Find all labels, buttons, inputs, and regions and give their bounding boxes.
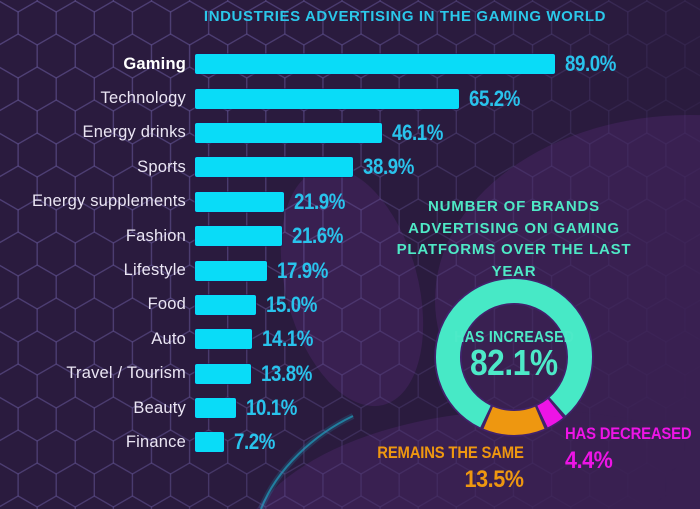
bar-row: Technology 65.2% — [0, 81, 700, 115]
bar — [195, 398, 236, 419]
bar-row: Fashion 21.6% — [0, 219, 700, 253]
bar-value-label: 46.1% — [391, 119, 443, 145]
bar-category-label: Food — [147, 295, 186, 314]
bar-row: Beauty 10.1% — [0, 391, 700, 425]
bar-row: Sports 38.9% — [0, 150, 700, 184]
bar — [195, 260, 268, 281]
bar-value-label: 14.1% — [262, 326, 314, 352]
donut-title-line: PLATFORMS OVER THE LAST YEAR — [396, 241, 632, 280]
bar-category-label: Auto — [151, 329, 186, 348]
donut-slice-has-decreased — [537, 398, 563, 428]
bar-category-label: Travel / Tourism — [66, 364, 186, 383]
bar-value-label: 15.0% — [265, 291, 317, 317]
bar-chart: Gaming 89.0% Technology 65.2% Energy drinks 4… — [0, 47, 700, 460]
caption-remains-label: REMAINS THE SAME — [377, 444, 525, 462]
bar-value-label: 21.9% — [293, 188, 345, 214]
bar — [195, 54, 556, 75]
bar-row: Auto 14.1% — [0, 322, 700, 356]
bar — [195, 226, 283, 247]
bar-row: Energy supplements 21.9% — [0, 185, 700, 219]
donut-chart: HAS INCREASED 82.1% — [429, 272, 599, 442]
bar-category-label: Energy supplements — [31, 192, 186, 211]
bar — [195, 88, 460, 109]
bar-category-label: Beauty — [133, 398, 186, 417]
bar-value-label: 21.6% — [292, 223, 344, 249]
bar-value-label: 17.9% — [277, 257, 329, 283]
bar-value-label: 7.2% — [234, 429, 276, 455]
caption-remains-value: 13.5% — [464, 466, 524, 493]
bar — [195, 191, 284, 212]
bar — [195, 294, 256, 315]
bar-category-label: Fashion — [125, 226, 186, 245]
bar-value-label: 38.9% — [362, 154, 414, 180]
bar-category-label: Lifestyle — [123, 261, 186, 280]
donut-slice-has-increased — [436, 279, 592, 428]
bar — [195, 122, 382, 143]
bar-row: Energy drinks 46.1% — [0, 116, 700, 150]
bar-value-label: 89.0% — [565, 51, 617, 77]
bar-category-label: Sports — [137, 157, 186, 176]
bar-row: Gaming 89.0% — [0, 47, 700, 81]
main-title: INDUSTRIES ADVERTISING IN THE GAMING WOR… — [203, 8, 607, 25]
bar-category-label: Gaming — [123, 54, 186, 73]
blob-edge-line — [260, 415, 354, 509]
bar — [195, 432, 225, 453]
donut-ring — [434, 277, 594, 437]
donut-center-value: 82.1% — [470, 342, 558, 383]
caption-decreased-label: HAS DECREASED — [565, 425, 692, 443]
caption-decreased-value: 4.4% — [565, 447, 613, 474]
bar-category-label: Finance — [125, 432, 186, 451]
bar-row: Travel / Tourism 13.8% — [0, 357, 700, 391]
caption-remains-the-same: REMAINS THE SAME 13.5% — [346, 444, 525, 494]
donut-center-label: HAS INCREASED — [453, 329, 575, 346]
donut-slice-remains-the-same — [483, 406, 545, 435]
bar-row: Lifestyle 17.9% — [0, 253, 700, 287]
donut-title-line: ADVERTISING ON GAMING — [408, 219, 620, 237]
bar-category-label: Energy drinks — [82, 123, 186, 142]
bar-value-label: 13.8% — [260, 360, 312, 386]
bar — [195, 363, 251, 384]
bar-category-label: Technology — [100, 89, 186, 108]
caption-has-decreased: HAS DECREASED 4.4% — [565, 425, 700, 475]
donut-chart-title: NUMBER OF BRANDS ADVERTISING ON GAMING PLA… — [387, 196, 641, 282]
donut-title-line: NUMBER OF BRANDS — [428, 198, 600, 215]
bar-row: Food 15.0% — [0, 288, 700, 322]
bar-value-label: 10.1% — [245, 395, 297, 421]
bar — [195, 329, 253, 350]
bar — [195, 157, 353, 178]
bar-row: Finance 7.2% — [0, 425, 700, 459]
bar-value-label: 65.2% — [469, 85, 520, 111]
